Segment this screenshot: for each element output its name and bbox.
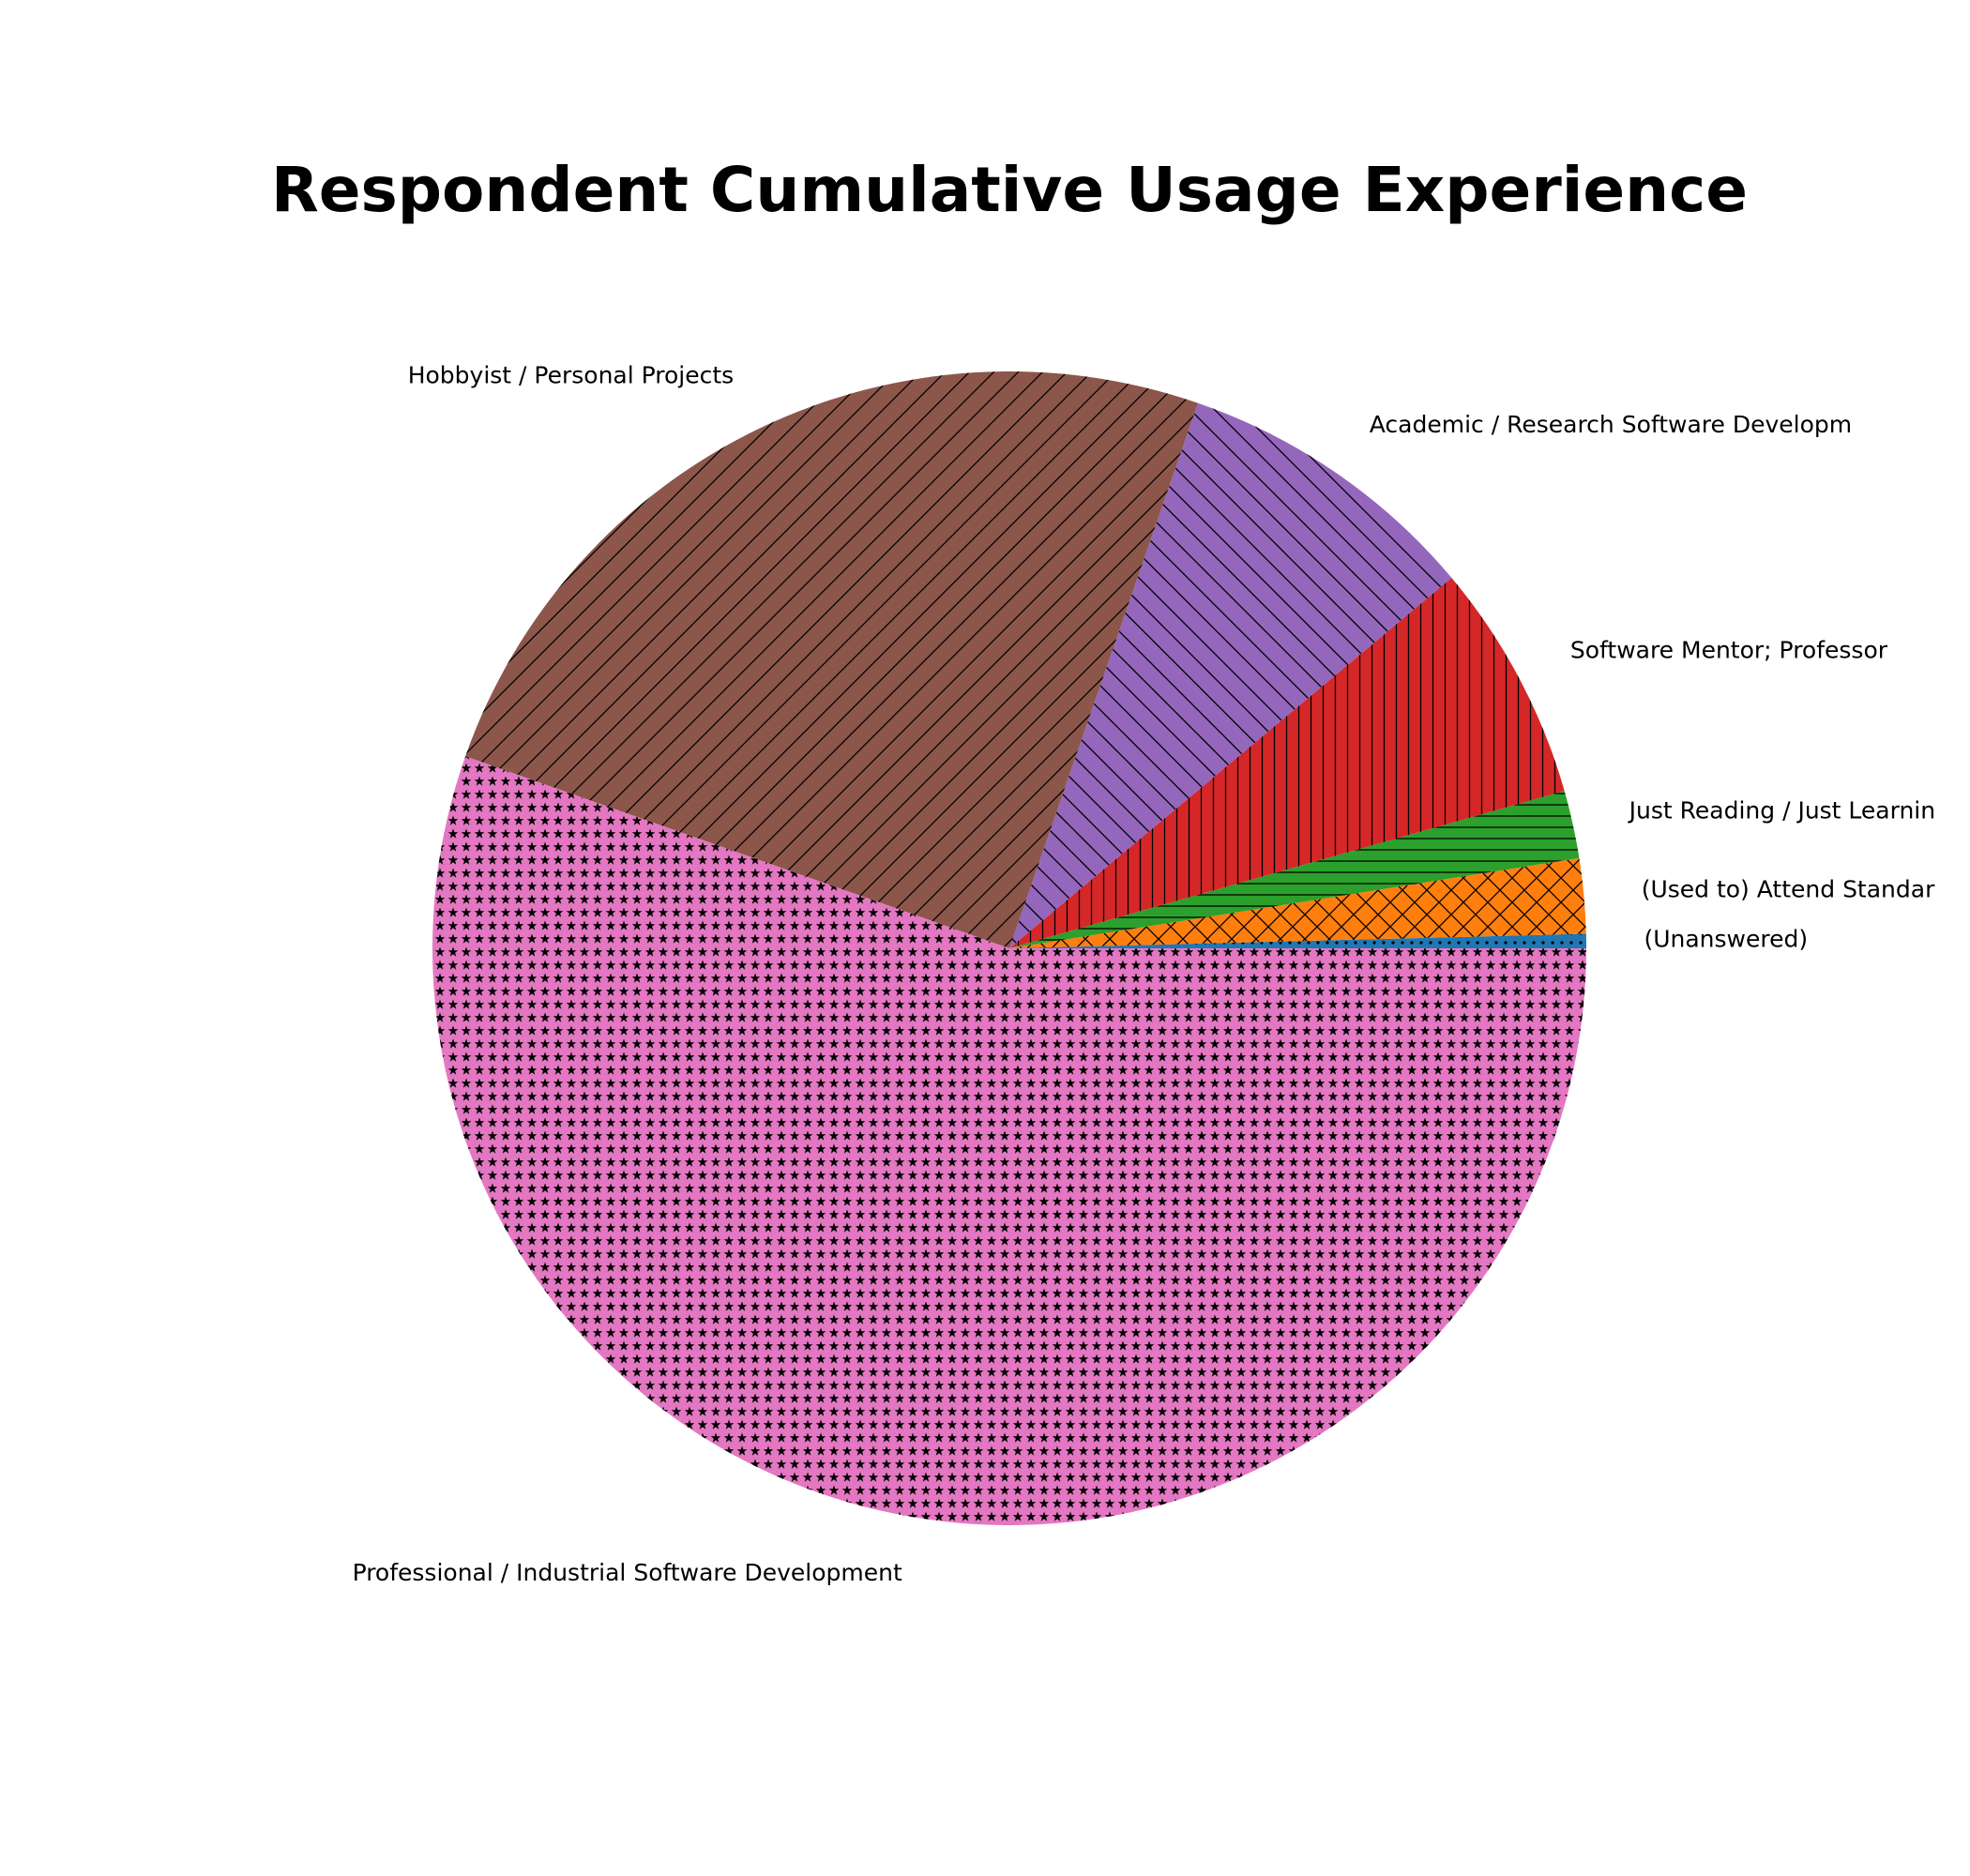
pie-slice-label-1: (Used to) Attend Standar <box>1642 875 1935 902</box>
pie-slice-hatch-5 <box>465 371 1199 948</box>
pie-slice-label-4: Academic / Research Software Developm <box>1370 411 1852 438</box>
pie-slices <box>432 371 1586 1525</box>
pie-slice-label-6: Professional / Industrial Software Devel… <box>353 1559 902 1586</box>
pie-slice-hatch-1 <box>1009 857 1586 948</box>
chart-title: Respondent Cumulative Usage Experience <box>271 154 1748 226</box>
pie-slice-hatch-0 <box>1009 933 1586 948</box>
pie-labels: (Unanswered) (Used to) Attend Standar Just… <box>353 362 1936 1586</box>
pie-slice-hatch-6 <box>432 756 1586 1525</box>
pie-slice-label-0: (Unanswered) <box>1644 925 1808 952</box>
pie-slice-label-2: Just Reading / Just Learnin <box>1628 797 1935 825</box>
pie-slice-hatch-2 <box>1009 791 1580 948</box>
pie-slice-hatch-3 <box>1009 578 1565 948</box>
pie-slice-label-3: Software Mentor; Professor <box>1570 636 1888 663</box>
pie-slice-hatch-4 <box>1009 402 1452 948</box>
pie-slice-label-5: Hobbyist / Personal Projects <box>408 362 735 389</box>
